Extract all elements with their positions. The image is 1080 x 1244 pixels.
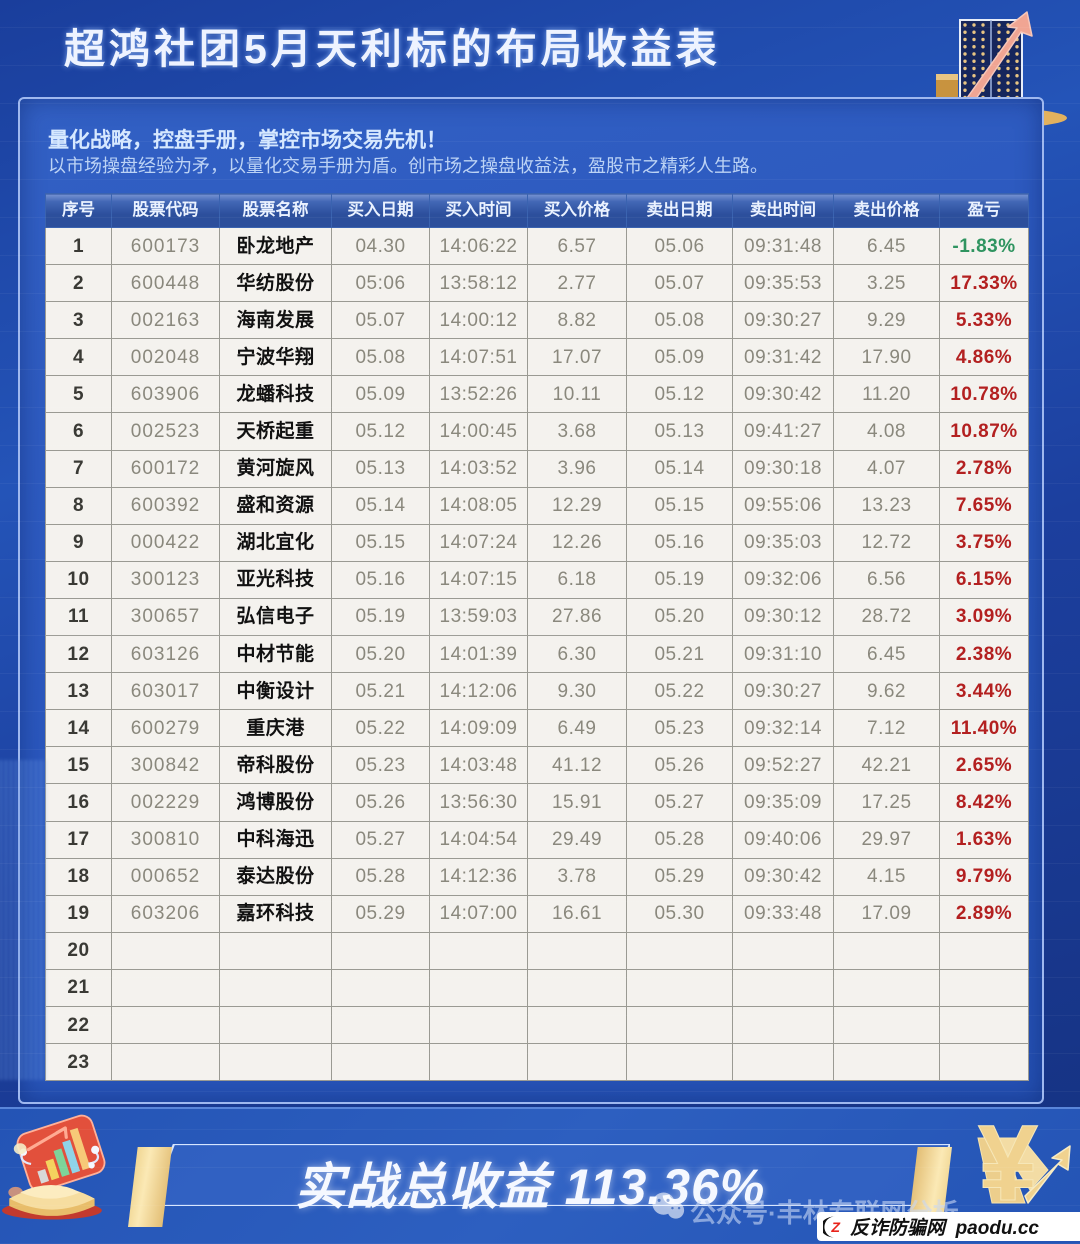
- svg-text:Z: Z: [830, 1218, 841, 1234]
